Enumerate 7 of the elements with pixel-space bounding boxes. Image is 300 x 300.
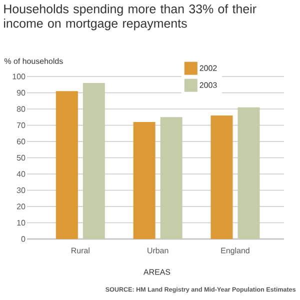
bar (133, 122, 156, 239)
bar (82, 82, 105, 239)
bar (160, 117, 182, 239)
chart-title: Households spending more than 33% of their income on mortgage repayments (4, 4, 256, 30)
bar (210, 115, 233, 239)
bar (56, 91, 78, 239)
bar (238, 107, 260, 239)
